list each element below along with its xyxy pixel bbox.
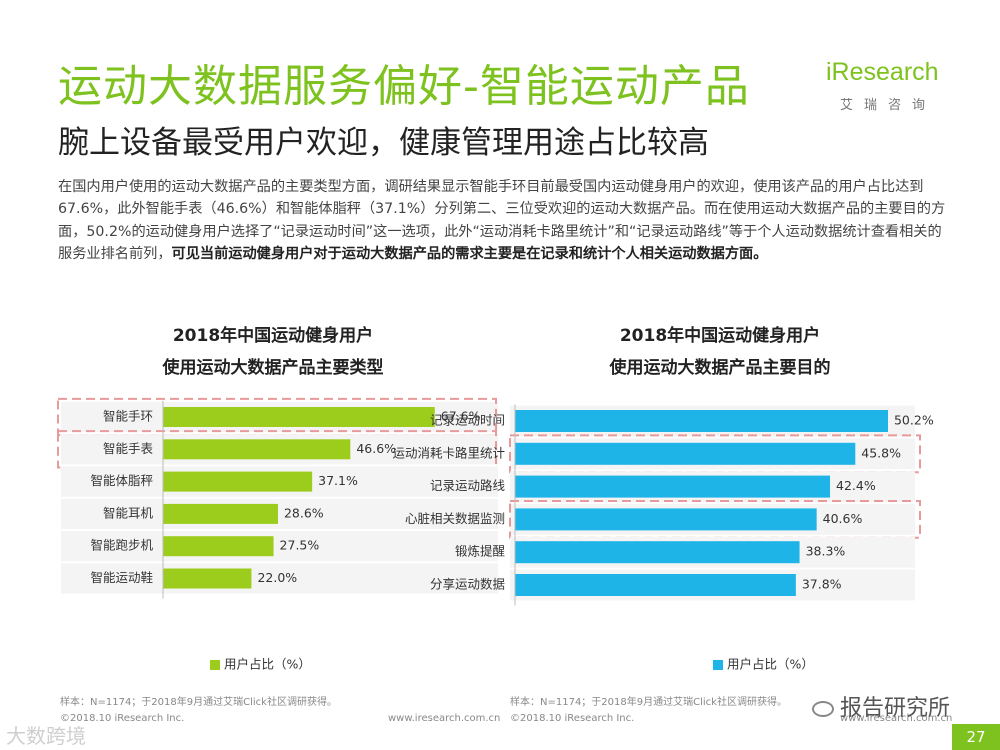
logo-subtitle: 艾瑞咨询 xyxy=(840,98,937,113)
chart-right-title-line1: 2018年中国运动健身用户 xyxy=(619,326,821,346)
watermark-right-text: 报告研究所 xyxy=(840,696,951,721)
left-category-label: 智能耳机 xyxy=(103,505,154,520)
left-bar xyxy=(163,503,278,524)
chart-right-note: 样本：N=1174；于2018年9月通过艾瑞Click社区调研获得。 xyxy=(510,697,787,708)
wechat-icon xyxy=(812,701,834,717)
left-bar xyxy=(163,439,351,460)
left-value-label: 67.6% xyxy=(441,409,481,424)
left-legend-swatch xyxy=(210,660,220,670)
body-text-normal: 在国内用户使用的运动大数据产品的主要类型方面，调研结果显示智能手环目前最受国内运… xyxy=(58,179,946,263)
right-bar xyxy=(515,574,796,596)
left-bar xyxy=(163,568,252,589)
right-value-label: 37.8% xyxy=(802,577,842,592)
right-value-label: 38.3% xyxy=(806,544,846,559)
left-value-label: 22.0% xyxy=(257,570,297,585)
left-value-label: 37.1% xyxy=(318,473,358,488)
chart-left-note: 样本：N=1174；于2018年9月通过艾瑞Click社区调研获得。 xyxy=(60,697,337,708)
left-category-label: 智能体脂秤 xyxy=(90,473,153,488)
chart-right-title: 2018年中国运动健身用户 使用运动大数据产品主要目的 xyxy=(510,320,930,384)
copyright-right: ©2018.10 iResearch Inc. xyxy=(510,713,635,724)
right-legend-label: 用户占比（%） xyxy=(727,657,814,672)
right-category-label: 心脏相关数据监测 xyxy=(405,511,505,526)
left-row-band xyxy=(61,498,498,530)
right-value-label: 50.2% xyxy=(894,413,934,428)
iresearch-logo: iResearch 艾瑞咨询 xyxy=(826,56,954,114)
right-category-label: 运动消耗卡路里统计 xyxy=(392,445,505,460)
copyright-left: ©2018.10 iResearch Inc. xyxy=(60,713,185,724)
right-value-label: 45.8% xyxy=(861,445,901,460)
left-value-label: 46.6% xyxy=(356,441,396,456)
chart-left-title-line2: 使用运动大数据产品主要类型 xyxy=(162,358,384,378)
right-bar xyxy=(515,442,856,465)
right-legend-swatch xyxy=(713,660,723,670)
left-row-band xyxy=(61,563,498,594)
left-category-label: 智能运动鞋 xyxy=(90,570,153,585)
chart-left-title: 2018年中国运动健身用户 使用运动大数据产品主要类型 xyxy=(63,320,483,384)
right-bar xyxy=(515,508,817,531)
left-legend-label: 用户占比（%） xyxy=(224,657,311,672)
page-subtitle: 腕上设备最受用户欢迎，健康管理用途占比较高 xyxy=(58,125,709,161)
chart-left-title-line1: 2018年中国运动健身用户 xyxy=(172,326,374,346)
right-bar xyxy=(515,541,800,564)
right-category-label: 记录运动时间 xyxy=(430,413,505,428)
left-value-label: 27.5% xyxy=(280,538,320,553)
left-bar xyxy=(163,407,435,427)
watermark-right: 报告研究所 xyxy=(812,690,950,722)
right-bar xyxy=(515,410,888,432)
right-category-label: 记录运动路线 xyxy=(430,478,506,493)
page-title: 运动大数据服务偏好-智能运动产品 xyxy=(58,61,750,112)
right-value-label: 40.6% xyxy=(823,511,863,526)
left-category-label: 智能手环 xyxy=(103,409,153,424)
left-bar xyxy=(163,536,274,557)
left-bar xyxy=(163,471,313,492)
watermark-left: 大数跨境 xyxy=(6,724,86,748)
right-category-label: 分享运动数据 xyxy=(430,577,505,592)
left-value-label: 28.6% xyxy=(284,505,324,520)
page-number: 27 xyxy=(952,724,1000,750)
chart-right-title-line2: 使用运动大数据产品主要目的 xyxy=(609,358,831,378)
body-paragraph: 在国内用户使用的运动大数据产品的主要类型方面，调研结果显示智能手环目前最受国内运… xyxy=(58,176,953,266)
body-text-bold: 可见当前运动健身用户对于运动大数据产品的需求主要是在记录和统计个人相关运动数据方… xyxy=(171,246,768,263)
left-category-label: 智能跑步机 xyxy=(90,538,153,553)
left-row-band xyxy=(61,531,498,562)
right-category-label: 锻炼提醒 xyxy=(455,544,506,559)
right-bar xyxy=(515,475,831,498)
right-value-label: 42.4% xyxy=(836,478,876,493)
website-left: www.iresearch.com.cn xyxy=(388,713,501,724)
website-right: www.iresearch.com.cn xyxy=(840,713,953,724)
logo-name: iResearch xyxy=(826,58,939,86)
left-category-label: 智能手表 xyxy=(103,441,154,456)
